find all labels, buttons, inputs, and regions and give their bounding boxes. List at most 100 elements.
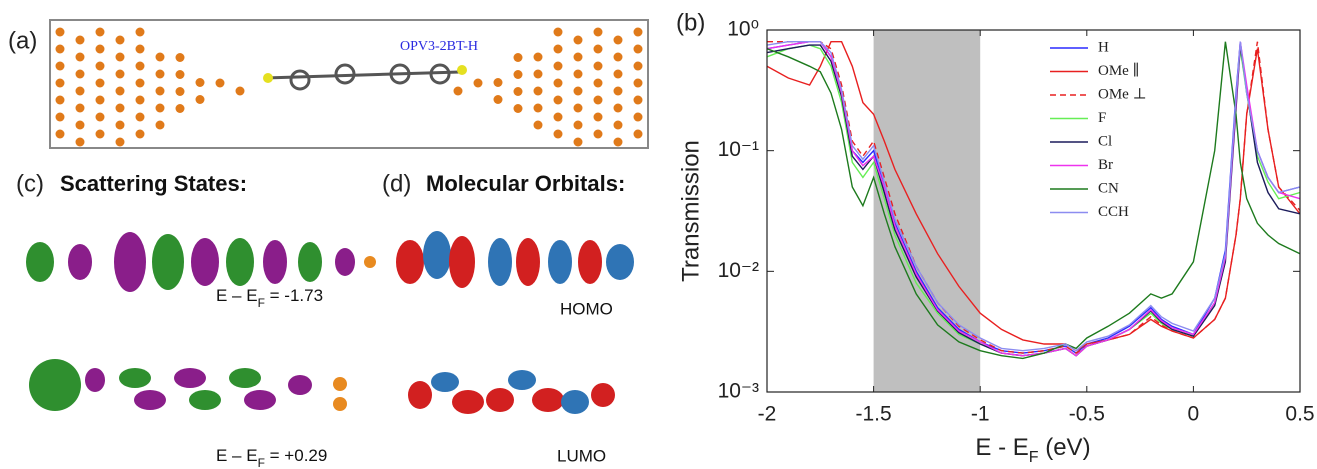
atom (135, 112, 145, 122)
atom (573, 86, 583, 96)
legend-label: H (1098, 39, 1109, 55)
atom (553, 61, 563, 71)
atom (533, 52, 543, 62)
x-label-text: E - E (975, 434, 1028, 461)
atom (115, 69, 125, 79)
atom (513, 70, 523, 79)
atom (235, 86, 245, 96)
atom (633, 78, 643, 88)
atom (75, 103, 85, 113)
atom (533, 103, 543, 113)
atom (633, 27, 643, 37)
atom (115, 35, 125, 45)
atom (175, 104, 185, 113)
atom (95, 27, 105, 37)
atom (553, 95, 563, 105)
atom (215, 78, 225, 88)
x-label-unit: (eV) (1039, 434, 1091, 461)
atom (75, 137, 85, 147)
atom (175, 87, 185, 96)
atom (75, 120, 85, 130)
atom (135, 129, 145, 139)
atom (633, 61, 643, 71)
atom (55, 78, 65, 88)
atom (573, 69, 583, 79)
atom (75, 35, 85, 45)
atom (155, 103, 165, 113)
atom (573, 137, 583, 147)
y-axis-label: Transmission (677, 140, 704, 282)
atom (573, 52, 583, 62)
molecule-name: OPV3-2BT-H (400, 39, 478, 54)
atom (155, 120, 165, 130)
atom (613, 52, 623, 62)
atom (613, 86, 623, 96)
x-tick-label: -1 (971, 403, 990, 426)
atom (95, 95, 105, 105)
scattering-state-1 (26, 232, 376, 292)
atom (573, 103, 583, 113)
atom (135, 95, 145, 105)
atom (135, 44, 145, 54)
atom (95, 112, 105, 122)
atom (195, 78, 205, 87)
molecule (263, 63, 467, 91)
legend-label: OMe ∥ (1098, 62, 1140, 79)
atom (593, 61, 603, 71)
atom (533, 69, 543, 79)
atom (573, 35, 583, 45)
atom (115, 52, 125, 62)
atom (553, 129, 563, 139)
atom (573, 120, 583, 130)
atom (175, 70, 185, 79)
atom (593, 27, 603, 37)
energy-value: = +0.29 (265, 446, 327, 465)
y-tick-label: 10⁻³ (718, 380, 759, 403)
x-label-subscript: F (1029, 449, 1039, 466)
atom (553, 78, 563, 88)
y-tick-label: 10⁰ (727, 18, 759, 41)
atom (613, 120, 623, 130)
atom (513, 53, 523, 62)
series-line (767, 41, 1301, 354)
atom (633, 129, 643, 139)
y-tick-label: 10⁻¹ (718, 138, 759, 161)
series-line (766, 41, 1301, 352)
atom (593, 129, 603, 139)
atom (633, 44, 643, 54)
plot-frame (766, 29, 1301, 393)
series-line (766, 41, 1301, 354)
atom (55, 27, 65, 37)
atom (613, 103, 623, 113)
atom (633, 112, 643, 122)
x-tick-label: -1.5 (856, 403, 892, 426)
electrode-atoms (55, 27, 643, 147)
atom (95, 44, 105, 54)
junction-frame (49, 19, 649, 149)
legend-label: Cl (1098, 133, 1112, 149)
legend-label: CCH (1098, 204, 1129, 220)
atom (75, 69, 85, 79)
orbital-label: HOMO (560, 299, 613, 318)
atom (493, 95, 503, 104)
atom (553, 27, 563, 37)
orbital-label: LUMO (557, 446, 606, 465)
atom (55, 112, 65, 122)
energy-text: E – E (216, 446, 258, 465)
energy-label: E – EF = -1.73 (216, 286, 323, 310)
atom (613, 35, 623, 45)
panel-label: (b) (676, 9, 705, 36)
legend-label: CN (1098, 180, 1119, 196)
atom (55, 44, 65, 54)
atom (473, 78, 483, 88)
atom (533, 120, 543, 130)
atom (533, 86, 543, 96)
panel-title: Molecular Orbitals: (426, 171, 625, 196)
x-axis-label: E - EF (eV) (975, 434, 1090, 465)
panel-label: (c) (16, 170, 44, 197)
atom (135, 27, 145, 37)
atom (493, 78, 503, 87)
legend-label: OMe ⊥ (1098, 86, 1147, 102)
atom (553, 44, 563, 54)
atom (593, 95, 603, 105)
